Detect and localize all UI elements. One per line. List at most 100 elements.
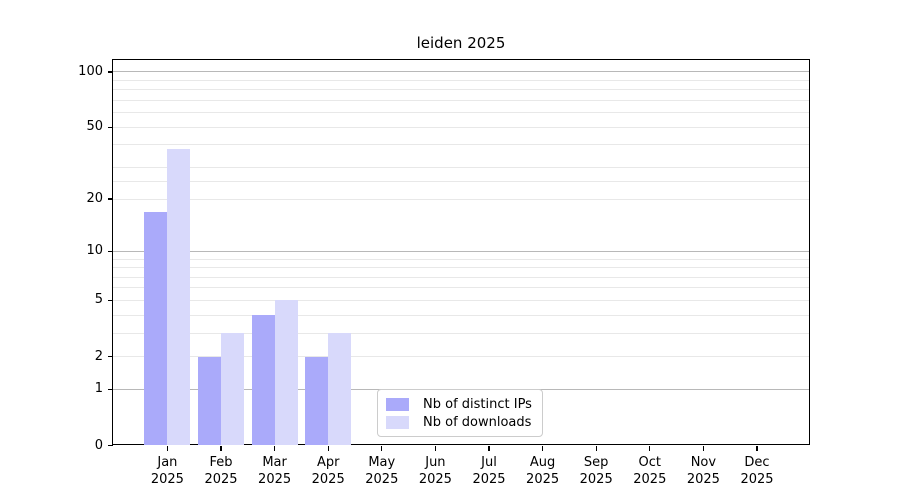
gridline-minor xyxy=(113,287,809,289)
legend-item-distinct-ips: Nb of distinct IPs xyxy=(386,395,534,414)
x-tick-month: Aug xyxy=(529,454,556,470)
x-tick-month: May xyxy=(368,454,396,470)
gridline-minor xyxy=(113,89,809,91)
x-tick-month: Jul xyxy=(481,454,497,470)
x-tick-month: Apr xyxy=(316,454,340,470)
x-tick xyxy=(649,445,651,451)
x-tick-label: Oct 2025 xyxy=(620,454,680,488)
gridline-major xyxy=(113,250,809,252)
x-tick-label: Nov 2025 xyxy=(673,454,733,488)
y-tick xyxy=(108,126,113,128)
x-tick-label: May 2025 xyxy=(352,454,412,488)
y-tick-label: 10 xyxy=(86,243,103,259)
y-tick-label: 100 xyxy=(78,63,103,79)
x-tick-year: 2025 xyxy=(740,471,774,487)
x-tick-month: Oct xyxy=(638,454,662,470)
y-tick xyxy=(108,355,113,358)
y-tick xyxy=(108,444,113,447)
legend-swatch-downloads xyxy=(386,416,409,430)
legend-item-downloads: Nb of downloads xyxy=(386,414,534,433)
x-tick-month: Mar xyxy=(262,454,287,470)
bar-distinct-ips xyxy=(305,356,329,446)
gridline-minor xyxy=(113,276,809,278)
gridline-minor xyxy=(113,332,809,334)
gridline-minor xyxy=(113,126,809,128)
legend-swatch-distinct-ips xyxy=(386,397,409,411)
bar-distinct-ips xyxy=(198,356,221,446)
x-tick xyxy=(541,445,544,451)
x-tick-month: Nov xyxy=(690,454,717,470)
x-tick-year: 2025 xyxy=(633,471,667,487)
x-tick xyxy=(327,445,329,451)
x-tick xyxy=(434,445,437,451)
x-tick-year: 2025 xyxy=(579,471,613,487)
y-tick xyxy=(108,71,113,73)
gridline-minor xyxy=(113,356,809,358)
gridline-minor xyxy=(113,112,809,114)
x-tick-label: Aug 2025 xyxy=(513,454,573,488)
y-tick-label: 2 xyxy=(94,348,103,364)
x-tick-year: 2025 xyxy=(472,471,506,487)
bar-distinct-ips xyxy=(251,315,275,446)
y-tick-label: 20 xyxy=(86,191,103,207)
x-tick xyxy=(273,445,276,451)
x-tick-label: Apr 2025 xyxy=(298,454,358,488)
y-tick-label: 1 xyxy=(94,381,103,397)
y-tick-label: 0 xyxy=(94,437,103,453)
x-tick-month: Feb xyxy=(209,454,233,470)
y-tick xyxy=(108,299,113,302)
x-tick xyxy=(595,445,597,451)
x-tick-label: Sep 2025 xyxy=(566,454,626,488)
legend: Nb of distinct IPs Nb of downloads xyxy=(377,389,543,437)
y-tick xyxy=(108,250,113,253)
bar-downloads xyxy=(221,333,244,446)
gridline-minor xyxy=(113,167,809,169)
plot-area: Jan 2025 Feb 2025 Mar 2025 Apr 2025 May 2025 Jun 20… xyxy=(78,59,810,487)
x-tick-label: Dec 2025 xyxy=(727,454,787,488)
bar-distinct-ips xyxy=(144,211,168,446)
gridline-major xyxy=(113,71,809,73)
x-tick xyxy=(756,445,758,451)
x-tick-label: Feb 2025 xyxy=(191,454,251,488)
legend-label-downloads: Nb of downloads xyxy=(423,415,532,431)
x-tick-year: 2025 xyxy=(150,471,184,487)
x-tick-month: Jun xyxy=(425,454,446,470)
y-tick-label: 50 xyxy=(86,119,103,135)
x-tick-label: Jul 2025 xyxy=(459,454,519,488)
x-tick-year: 2025 xyxy=(686,471,720,487)
bar-downloads xyxy=(328,333,352,446)
y-tick xyxy=(108,388,113,391)
x-tick-year: 2025 xyxy=(365,471,399,487)
gridline-minor xyxy=(113,267,809,269)
gridline-minor xyxy=(113,181,809,183)
gridline-minor xyxy=(113,258,809,260)
x-tick-year: 2025 xyxy=(418,471,452,487)
bar-downloads xyxy=(167,148,191,446)
y-tick xyxy=(108,198,113,200)
x-tick xyxy=(381,445,383,451)
gridline-minor xyxy=(113,314,809,316)
x-tick xyxy=(166,445,169,451)
x-tick-year: 2025 xyxy=(311,471,345,487)
bar-downloads xyxy=(274,300,298,446)
legend-label-distinct-ips: Nb of distinct IPs xyxy=(423,396,532,412)
x-tick xyxy=(220,445,222,451)
x-tick-month: Jan xyxy=(157,454,178,470)
gridline-minor xyxy=(113,79,809,81)
x-tick-year: 2025 xyxy=(258,471,292,487)
x-tick-label: Jun 2025 xyxy=(405,454,465,488)
x-tick-month: Sep xyxy=(583,454,609,470)
x-tick xyxy=(488,445,490,451)
gridline-minor xyxy=(113,299,809,301)
y-tick-label: 5 xyxy=(94,292,103,308)
gridline-minor xyxy=(113,144,809,146)
x-tick-year: 2025 xyxy=(204,471,238,487)
x-tick-label: Mar 2025 xyxy=(245,454,305,488)
x-tick-label: Jan 2025 xyxy=(137,454,197,488)
x-tick-month: Dec xyxy=(744,454,770,470)
x-tick xyxy=(702,445,705,451)
gridline-minor xyxy=(113,99,809,101)
chart-title: leiden 2025 xyxy=(416,34,506,52)
gridline-minor xyxy=(113,198,809,200)
